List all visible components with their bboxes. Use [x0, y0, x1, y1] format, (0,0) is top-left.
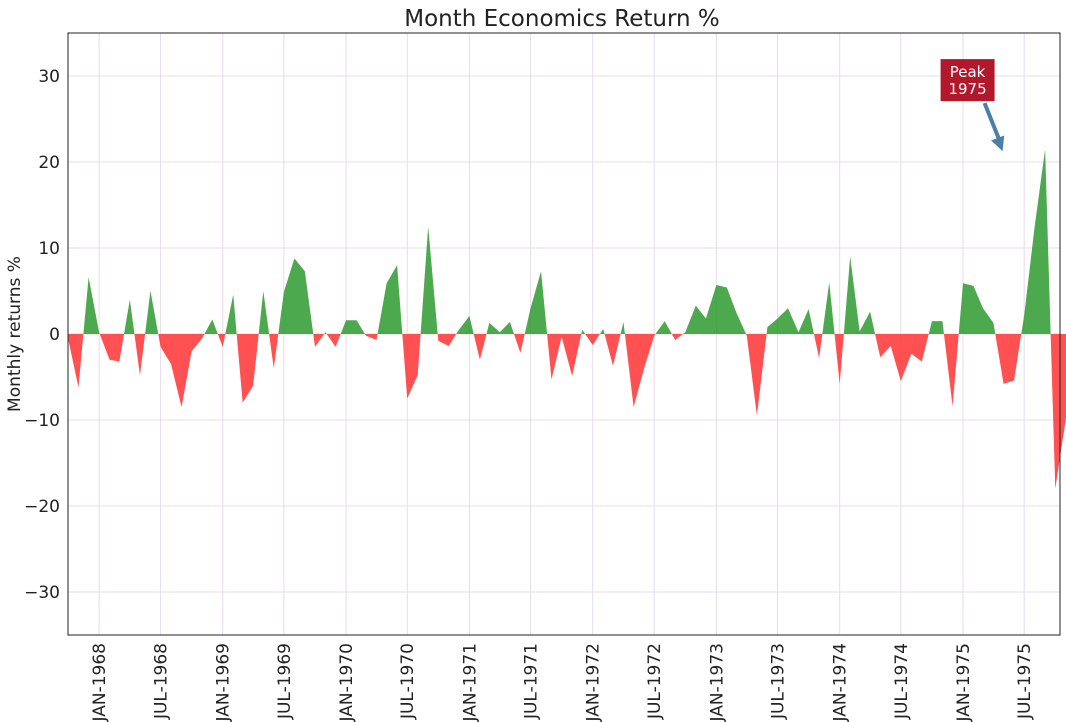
negative-area [473, 334, 487, 360]
y-tick-label: −30 [24, 583, 60, 603]
chart-title: Month Economics Return % [404, 6, 720, 32]
negative-area [813, 334, 823, 359]
positive-area [524, 271, 548, 334]
positive-area [377, 265, 403, 334]
negative-area [326, 334, 341, 347]
positive-area [225, 294, 237, 334]
negative-area [68, 334, 84, 388]
positive-area [83, 277, 100, 334]
area-fills [68, 149, 1066, 489]
x-tick-label: JUL-1974 [892, 643, 912, 720]
annotation-arrow-head [991, 135, 1005, 152]
y-tick-label: 30 [38, 67, 60, 87]
plot-frame [67, 32, 1061, 636]
annotation-box [940, 59, 995, 102]
negative-area [134, 334, 146, 376]
positive-area [456, 315, 474, 334]
x-tick-label: JUL-1973 [769, 643, 789, 720]
x-tick-label: JUL-1972 [645, 643, 665, 720]
positive-area [958, 283, 996, 334]
negative-area [158, 334, 205, 408]
y-axis-ticks: 30 20 10 0 −10 −20 −30 [24, 67, 60, 603]
negative-area [624, 334, 656, 408]
positive-area [420, 226, 438, 334]
negative-area [217, 334, 226, 347]
positive-area [340, 320, 365, 334]
negative-area [585, 334, 600, 346]
negative-area [402, 334, 421, 399]
negative-area [313, 334, 325, 347]
x-tick-label: JAN-1968 [90, 643, 110, 722]
x-tick-label: JUL-1969 [275, 643, 295, 720]
y-tick-label: 0 [49, 325, 60, 345]
x-tick-label: JUL-1970 [398, 643, 418, 720]
x-tick-label: JAN-1973 [707, 643, 727, 722]
y-tick-label: 10 [38, 239, 60, 259]
positive-area [124, 299, 135, 334]
positive-area [928, 321, 944, 334]
positive-area [620, 321, 625, 334]
negative-area [604, 334, 621, 366]
negative-area [1050, 334, 1066, 489]
positive-area [324, 332, 327, 334]
negative-area [943, 334, 959, 407]
positive-area [683, 284, 747, 334]
positive-area [843, 256, 876, 334]
y-axis-label: Monthly returns % [5, 256, 25, 412]
negative-area [671, 334, 684, 341]
negative-area [236, 334, 259, 403]
x-tick-label: JUL-1968 [152, 643, 172, 720]
positive-area [766, 308, 814, 334]
positive-area [204, 319, 218, 334]
positive-area [145, 291, 159, 334]
x-axis-ticks: JAN-1968 JUL-1968 JAN-1969 JUL-1969 JAN-1970… [90, 643, 1035, 722]
positive-area [278, 258, 314, 334]
annotation-arrow-shaft [982, 102, 1003, 144]
positive-area [1021, 149, 1051, 334]
x-tick-label: JUL-1971 [522, 643, 542, 720]
y-tick-label: −10 [24, 411, 60, 431]
x-tick-label: JUL-1975 [1015, 643, 1035, 720]
positive-area [655, 321, 672, 334]
positive-area [599, 328, 605, 334]
negative-area [269, 334, 279, 369]
x-tick-label: JAN-1971 [460, 643, 480, 722]
positive-area [258, 291, 270, 334]
y-tick-label: −20 [24, 497, 60, 517]
x-tick-label: JAN-1970 [337, 643, 357, 722]
x-tick-label: JAN-1975 [954, 643, 974, 722]
annotation-text: Peak [950, 63, 986, 81]
negative-area [834, 334, 844, 384]
y-tick-label: 20 [38, 153, 60, 173]
x-tick-label: JAN-1974 [831, 643, 851, 722]
negative-area [746, 334, 767, 416]
positive-area [822, 282, 835, 334]
negative-area [437, 334, 457, 347]
positive-area [486, 321, 515, 334]
negative-area [875, 334, 929, 382]
annotation-text: 1975 [948, 80, 986, 98]
x-tick-label: JAN-1972 [584, 643, 604, 722]
negative-area [99, 334, 125, 362]
negative-area [364, 334, 378, 341]
negative-area [995, 334, 1022, 384]
negative-area [547, 334, 582, 380]
negative-area [514, 334, 525, 353]
x-tick-label: JAN-1969 [214, 643, 234, 722]
positive-area [581, 329, 586, 334]
